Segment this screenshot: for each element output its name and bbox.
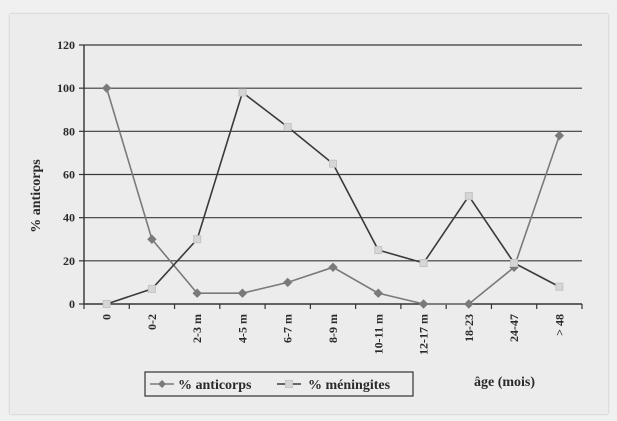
y-tick-label: 120: [57, 38, 75, 52]
x-axis-title: âge (mois): [474, 375, 535, 390]
series-line: [106, 91, 560, 305]
y-tick-label: 100: [57, 81, 75, 95]
data-point-meningites: [102, 300, 111, 308]
y-tick-label: 0: [69, 297, 75, 311]
y-tick-label: 40: [63, 211, 75, 225]
x-tick-label: 18-23: [462, 314, 476, 342]
data-point-meningites: [193, 235, 202, 244]
x-tick-label: 24-47: [507, 314, 521, 342]
legend-items: % anticorps % méningites: [150, 378, 391, 393]
legend-label: % méningites: [308, 378, 391, 393]
x-tick-label: 0: [100, 314, 114, 320]
data-point-anticorps: [147, 234, 157, 244]
data-point-meningites: [329, 159, 337, 168]
data-point-meningites: [419, 258, 428, 267]
y-tick-labels: 0 20 40 60 80 100 120: [57, 38, 75, 311]
data-point-anticorps: [373, 288, 383, 298]
data-point-anticorps: [328, 262, 338, 273]
gridlines: [84, 44, 582, 262]
data-point-meningites: [238, 88, 247, 97]
x-tick-label: > 48: [552, 314, 566, 336]
data-point-anticorps: [283, 277, 293, 288]
data-point-anticorps: [237, 288, 248, 298]
data-point-meningites: [510, 258, 519, 267]
legend-box: [144, 371, 414, 397]
data-point-anticorps: [554, 130, 565, 141]
y-tick-label: 80: [63, 124, 75, 138]
data-point-anticorps: [192, 288, 202, 298]
x-tick-labels: 0 0-2 2-3 m 4-5 m 6-7 m 8-9 m 10-11 m 12-17 m 18…: [100, 314, 567, 355]
x-tick-label: 0-2: [145, 314, 159, 330]
y-axis-title: % anticorps: [29, 159, 44, 233]
legend: % anticorps % méningites: [144, 371, 414, 397]
data-point-meningites: [374, 246, 383, 255]
axes: [79, 44, 583, 309]
x-tick-label: 10-11 m: [371, 314, 385, 354]
chart-paper: [10, 14, 608, 414]
data-point-anticorps: [418, 299, 429, 309]
data-point-meningites: [464, 192, 473, 201]
data-point-meningites: [147, 284, 156, 293]
x-tick-label: 2-3 m: [190, 314, 204, 343]
data-point-meningites: [555, 282, 564, 291]
data-point-anticorps: [101, 83, 112, 93]
series-markers: [101, 83, 565, 309]
x-tick-label: 12-17 m: [417, 314, 431, 355]
data-point-anticorps: [464, 299, 474, 309]
legend-marker: [285, 380, 293, 388]
legend-label: % anticorps: [178, 378, 252, 393]
legend-marker: [158, 380, 166, 388]
y-tick-label: 60: [63, 168, 75, 182]
x-tick-label: 8-9 m: [326, 314, 340, 343]
data-point-meningites: [283, 123, 292, 132]
x-tick-label: 6-7 m: [281, 314, 295, 343]
x-tick-label: 4-5 m: [235, 314, 249, 343]
y-tick-label: 20: [63, 254, 75, 268]
